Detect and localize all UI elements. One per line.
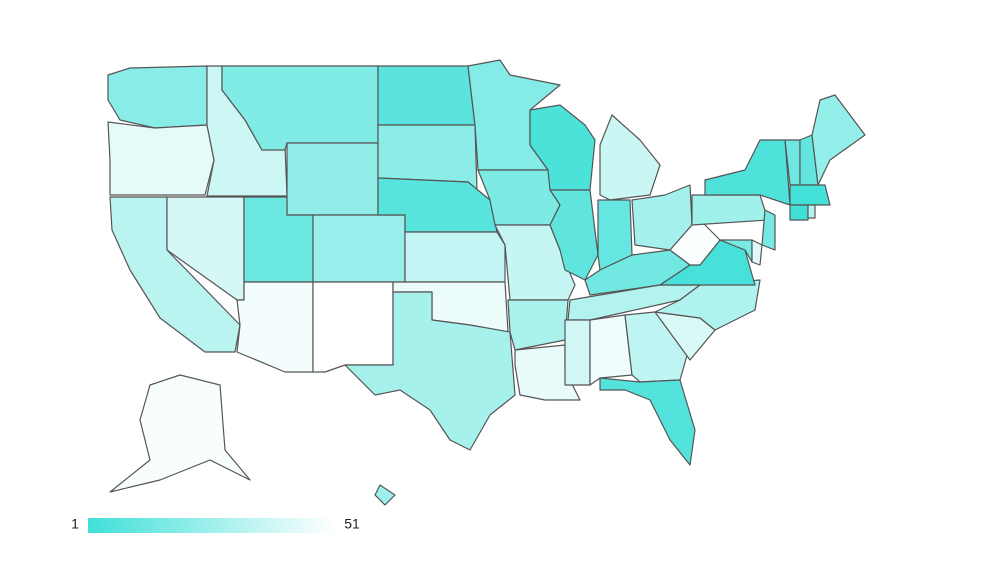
- colorbar-min-label: 1: [71, 516, 79, 532]
- state: [374, 484, 396, 506]
- state: [761, 209, 776, 251]
- state: [789, 204, 809, 221]
- state: [404, 231, 506, 283]
- colorbar: [88, 518, 335, 533]
- state: [751, 239, 763, 266]
- state: [312, 281, 394, 373]
- state: [107, 65, 208, 129]
- state: [377, 65, 476, 126]
- state: [564, 319, 591, 386]
- state: [811, 94, 866, 186]
- state: [807, 204, 816, 219]
- state: [589, 314, 633, 386]
- state: [286, 142, 379, 216]
- colorbar-max-label: 51: [344, 516, 360, 532]
- states: [107, 59, 866, 506]
- state: [704, 139, 791, 206]
- state: [236, 281, 314, 373]
- state: [107, 121, 215, 196]
- state: [549, 189, 599, 281]
- state: [312, 214, 406, 283]
- state: [507, 299, 569, 351]
- state: [599, 377, 696, 466]
- state: [691, 194, 769, 226]
- state: [789, 184, 831, 206]
- state: [599, 114, 661, 201]
- state: [109, 374, 251, 493]
- state: [344, 291, 516, 451]
